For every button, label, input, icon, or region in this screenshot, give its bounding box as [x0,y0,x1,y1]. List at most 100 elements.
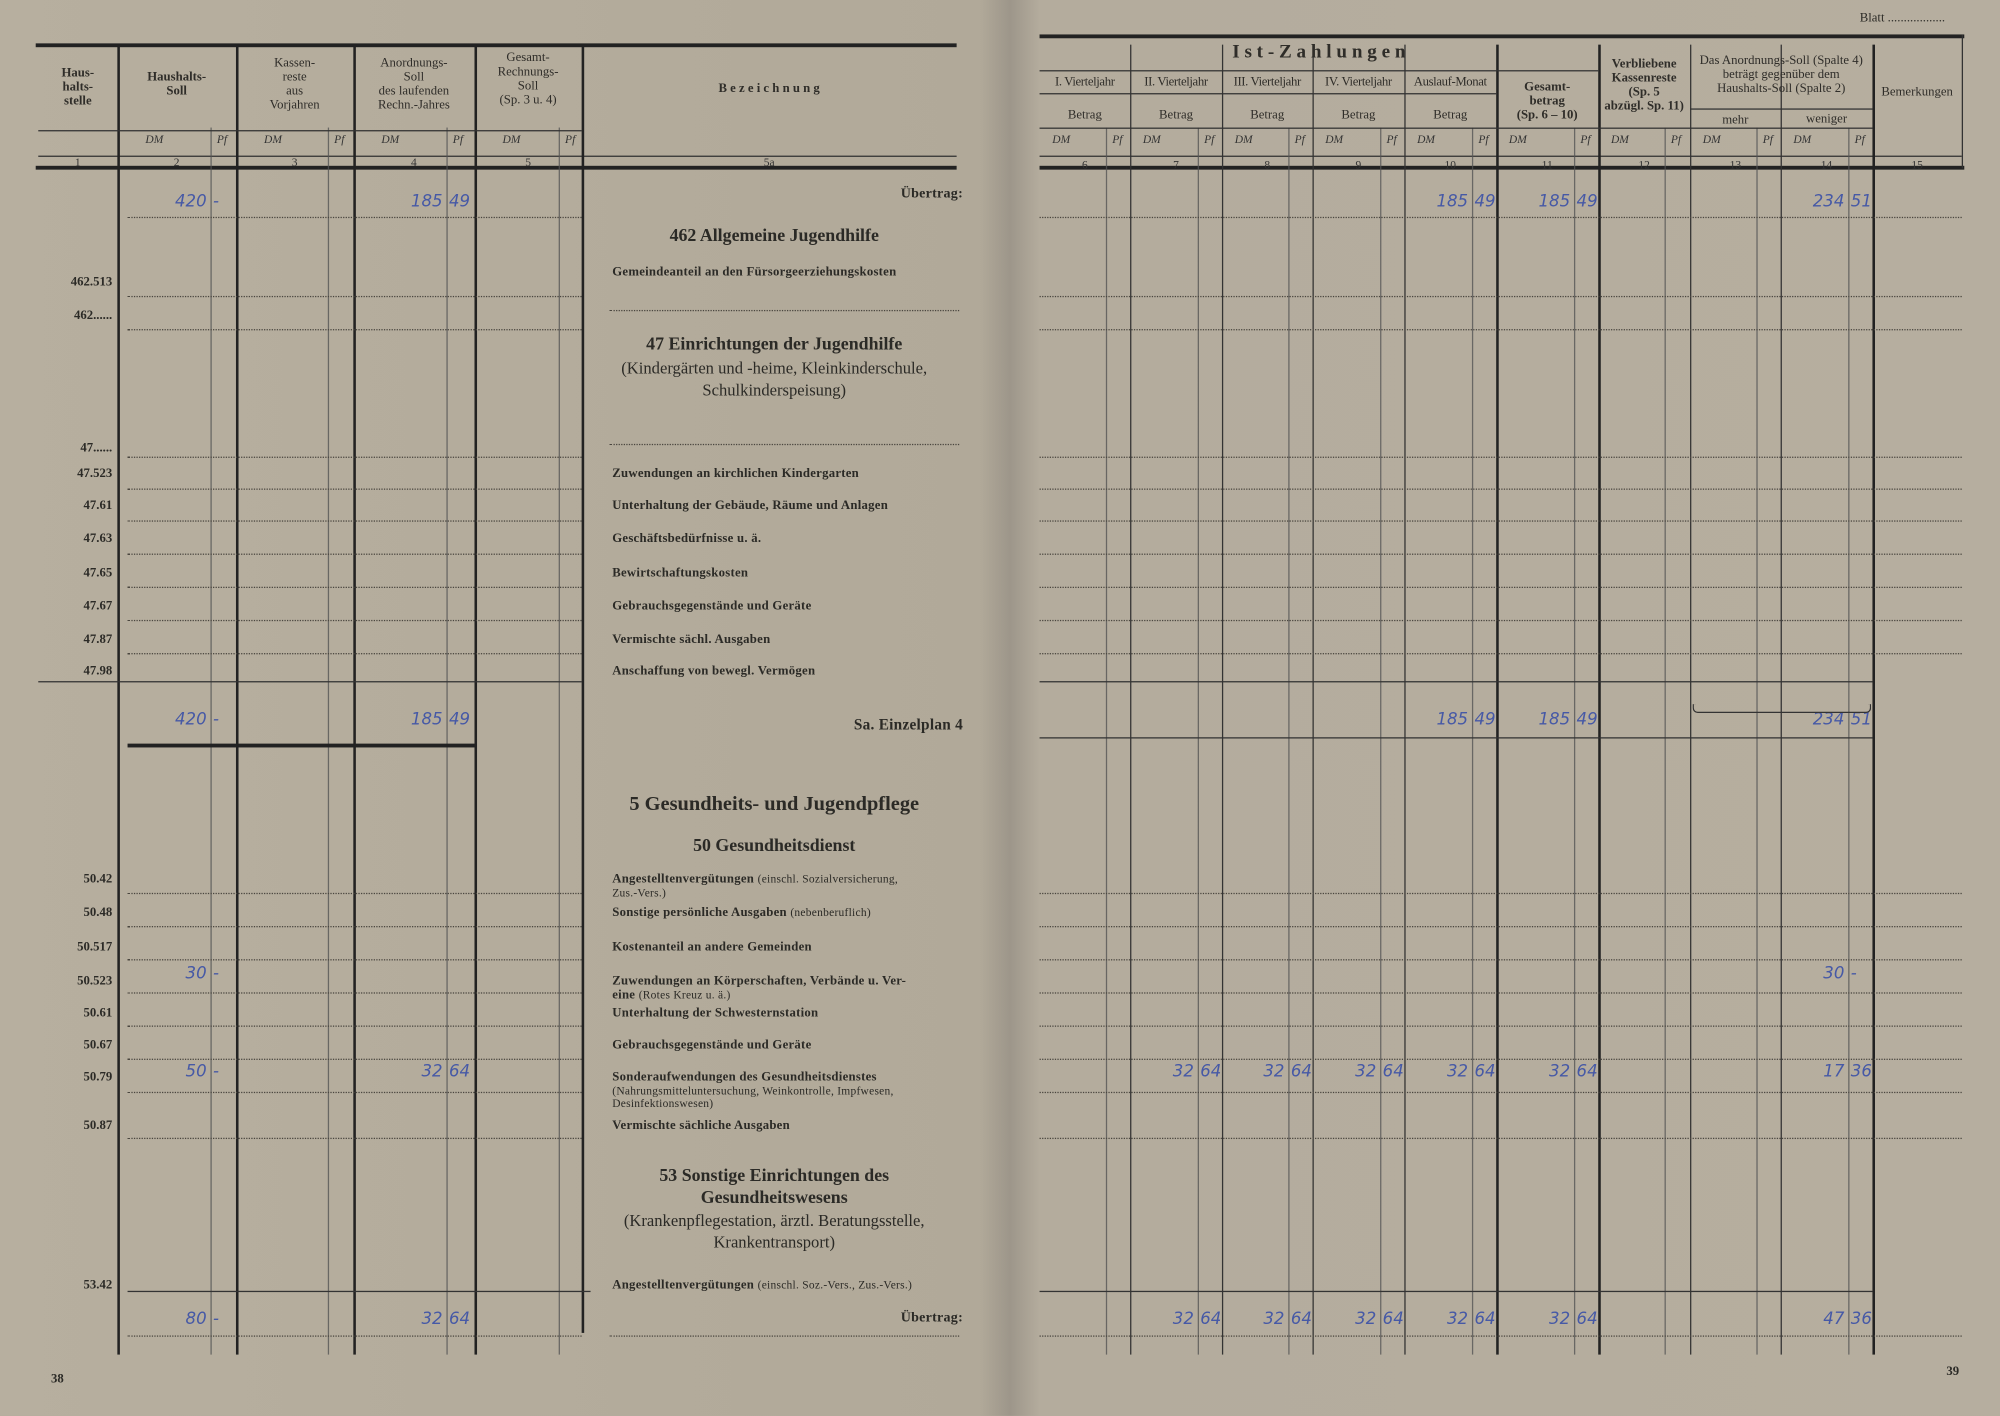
column-rule [1221,44,1224,1355]
page-number-right: 39 [1946,1364,1960,1379]
handwritten-dm-value: 32 [421,1062,443,1082]
header-haushaltsstelle: Haus- halts- stelle [61,66,95,109]
header-q2: II. Vierteljahr [1144,75,1208,90]
item-description-block: Gebrauchsgegenstände und Geräte [612,599,963,613]
handwritten-dm-value: 32 [1172,1062,1194,1082]
handwritten-dm-value: 30 [185,964,207,984]
row-rule [1039,34,1965,39]
dotted-row-line [1039,653,1962,655]
budget-code: 50.61 [83,1006,113,1021]
handwritten-dm-value: 32 [1172,1309,1194,1330]
item-description: Zuwendungen an kirchlichen Kindergarten [612,466,860,481]
section-subheading: (Kindergärten und -heime, Kleinkindersch… [621,358,928,400]
budget-code: 53.42 [83,1278,113,1293]
column-rule [446,127,448,1355]
dotted-row-line [127,329,582,331]
handwritten-pf-value: 64 [1382,1062,1404,1082]
section-heading: 47 Einrichtungen der Jugendhilfe [646,335,903,355]
handwritten-dm-value: 32 [1263,1062,1285,1082]
pf-unit-label: Pf [1204,132,1215,146]
row-rule [1039,165,1965,170]
row-rule [1039,737,1873,739]
handwritten-dm-value: 185 [410,710,443,730]
column-rule [1961,34,1964,169]
item-description-block: Angestelltenvergütungen (einschl. Soz.-V… [612,1278,963,1292]
pf-unit-label: Pf [216,132,228,146]
header-betrag: Betrag [1159,108,1194,123]
budget-code: 47...... [80,441,113,456]
pf-unit-label: Pf [1580,132,1591,146]
handwritten-pf-value: 49 [1474,710,1496,730]
handwritten-dm-value: 47 [1823,1309,1845,1330]
dotted-row-line [127,1335,582,1337]
dm-unit-label: DM [1793,132,1812,146]
budget-code: 47.87 [83,632,113,647]
item-note: (Rotes Kreuz u. ä.) [638,988,731,1002]
item-description: Zuwendungen an Körperschaften, Verbände … [612,974,907,1003]
handwritten-dm-value: 30 [1823,964,1845,984]
dotted-row-line [1039,586,1962,589]
column-number: 13 [1729,158,1742,171]
column-number: 6 [1081,158,1088,171]
dotted-row-line [1039,329,1962,331]
column-number: 3 [291,155,298,169]
budget-code: 47.65 [83,566,113,581]
handwritten-pf-value: 49 [448,192,471,212]
dotted-row-line [1039,619,1962,622]
item-description: Gebrauchsgegenstände und Geräte [612,1038,812,1053]
column-rule [1756,127,1758,1355]
column-rule [1404,44,1406,1355]
handwritten-pf-value: - [213,192,220,212]
header-mehr: mehr [1722,113,1749,128]
dotted-row-line [1039,295,1962,298]
item-description: Gemeindeanteil an den Fürsorgeerziehungs… [612,265,897,280]
total-label: Sa. Einzelplan 4 [853,715,964,734]
column-rule [474,44,478,1355]
dotted-row-line [1039,1335,1962,1337]
column-rule [1780,44,1782,1355]
row-rule [38,130,582,132]
item-description: Anschaffung von bewegl. Vermögen [612,664,816,679]
column-rule [1380,127,1382,1355]
item-description-block: Unterhaltung der Gebäude, Räume und Anla… [612,499,963,513]
column-rule [327,127,330,1355]
item-description: Unterhaltung der Schwesternstation [612,1006,819,1021]
item-description-block: Kostenanteil an andere Gemeinden [612,940,963,954]
header-q3: III. Vierteljahr [1233,75,1302,90]
dm-unit-label: DM [1052,132,1071,146]
handwritten-pf-value: 64 [1290,1309,1312,1330]
column-rule [1105,127,1108,1355]
item-description: Bewirtschaftungskosten [612,566,749,581]
budget-code: 462...... [73,308,113,323]
dm-unit-label: DM [1508,132,1527,146]
item-description-block: Vermischte sächliche Ausgaben [612,1119,963,1133]
dm-unit-label: DM [145,132,164,146]
header-bemerkungen: Bemerkungen [1881,85,1953,100]
handwritten-pf-value: 51 [1850,192,1872,212]
budget-code: 50.67 [83,1038,113,1053]
column-number: 5 [525,155,531,169]
dotted-row-line [1039,553,1962,555]
dotted-row-line [1039,1137,1962,1140]
dotted-row-line [127,992,582,994]
dm-unit-label: DM [502,132,521,146]
handwritten-dm-value: 80 [185,1309,207,1330]
dotted-row-line [1039,892,1962,895]
header-kassenreste: Kassen- reste aus Vorjahren [269,56,320,113]
dm-unit-label: DM [1234,132,1253,146]
column-number: 12 [1638,158,1650,171]
handwritten-dm-value: 234 [1812,710,1845,730]
dm-unit-label: DM [1417,132,1435,146]
budget-code: 47.523 [77,466,113,481]
handwritten-dm-value: 420 [174,710,207,730]
handwritten-dm-value: 185 [1538,192,1571,212]
header-haushalts-soll: Haushalts- Soll [147,70,207,99]
budget-code: 47.67 [83,599,113,614]
item-description: Unterhaltung der Gebäude, Räume und Anla… [612,498,889,513]
handwritten-dm-value: 32 [421,1309,443,1330]
handwritten-dm-value: 234 [1812,192,1845,212]
dotted-row-line [127,553,582,555]
row-rule [1039,127,1873,129]
page-number-left: 38 [51,1372,64,1387]
item-description: Vermischte sächl. Ausgaben [612,632,771,647]
